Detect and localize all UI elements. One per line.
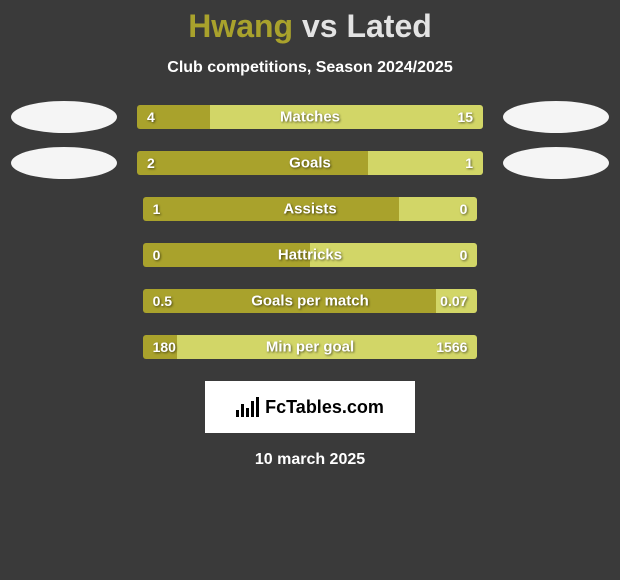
stat-bar: Min per goal 180 1566 xyxy=(143,335,478,359)
stat-value-right: 15 xyxy=(457,109,473,125)
stat-label: Goals xyxy=(289,155,331,172)
stat-value-left: 0.5 xyxy=(153,293,172,309)
stat-bar: Goals per match 0.5 0.07 xyxy=(143,289,478,313)
stat-value-left: 180 xyxy=(153,339,176,355)
stat-bar: Hattricks 0 0 xyxy=(143,243,478,267)
stat-value-right: 1566 xyxy=(436,339,467,355)
stat-row: Goals per match 0.5 0.07 xyxy=(0,289,620,313)
stat-bar: Assists 1 0 xyxy=(143,197,478,221)
stat-row: Hattricks 0 0 xyxy=(0,243,620,267)
stat-row: Matches 4 15 xyxy=(0,105,620,129)
stat-value-right: 0.07 xyxy=(440,293,467,309)
bar-segment-left xyxy=(143,197,399,221)
stat-bar: Matches 4 15 xyxy=(137,105,483,129)
avatar-player-a xyxy=(11,101,117,133)
brand-logo: FcTables.com xyxy=(205,381,415,433)
avatar-player-a xyxy=(11,147,117,179)
stat-row: Goals 2 1 xyxy=(0,151,620,175)
stat-value-left: 1 xyxy=(153,201,161,217)
chart-icon xyxy=(236,397,259,417)
stat-value-right: 0 xyxy=(460,247,468,263)
stat-label: Matches xyxy=(280,109,340,126)
stat-row: Assists 1 0 xyxy=(0,197,620,221)
stat-label: Hattricks xyxy=(278,247,342,264)
stat-value-left: 2 xyxy=(147,155,155,171)
avatar-player-b xyxy=(503,147,609,179)
stats-rows: Matches 4 15 Goals 2 1 Assists 1 0 Hattricks 0 0 Goa… xyxy=(0,105,620,359)
stat-value-right: 1 xyxy=(465,155,473,171)
stat-label: Goals per match xyxy=(251,293,369,310)
avatar-player-b xyxy=(503,101,609,133)
subtitle: Club competitions, Season 2024/2025 xyxy=(0,59,620,77)
title-player-a: Hwang xyxy=(188,8,293,44)
brand-text: FcTables.com xyxy=(265,397,384,418)
infographic-container: Hwang vs Lated Club competitions, Season… xyxy=(0,0,620,469)
stat-value-left: 0 xyxy=(153,247,161,263)
title-player-b: Lated xyxy=(346,8,431,44)
stat-value-left: 4 xyxy=(147,109,155,125)
stat-value-right: 0 xyxy=(460,201,468,217)
stat-bar: Goals 2 1 xyxy=(137,151,483,175)
bar-segment-right xyxy=(210,105,483,129)
bar-segment-left xyxy=(137,151,368,175)
stat-row: Min per goal 180 1566 xyxy=(0,335,620,359)
stat-label: Min per goal xyxy=(266,339,354,356)
title: Hwang vs Lated xyxy=(0,8,620,45)
date-text: 10 march 2025 xyxy=(0,451,620,469)
stat-label: Assists xyxy=(283,201,336,218)
title-vs: vs xyxy=(293,8,346,44)
